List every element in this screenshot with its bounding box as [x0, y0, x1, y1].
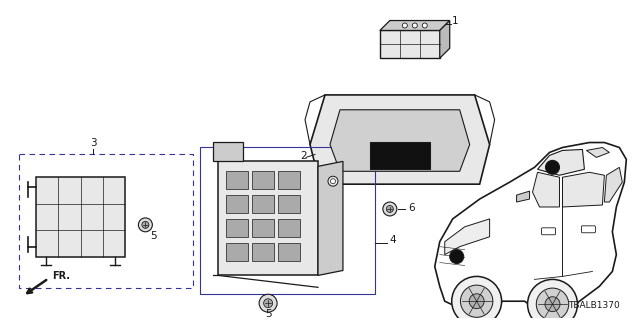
Bar [252, 243, 274, 260]
Polygon shape [586, 148, 609, 157]
Circle shape [412, 23, 417, 28]
FancyBboxPatch shape [541, 228, 556, 235]
FancyBboxPatch shape [218, 161, 318, 276]
Circle shape [460, 285, 493, 317]
Bar [252, 195, 274, 213]
Polygon shape [445, 219, 490, 255]
Bar [226, 195, 248, 213]
Polygon shape [318, 161, 343, 276]
Text: 3: 3 [90, 139, 97, 148]
FancyBboxPatch shape [36, 177, 125, 257]
Bar [278, 171, 300, 189]
Polygon shape [440, 20, 450, 58]
Polygon shape [310, 95, 490, 184]
Circle shape [450, 250, 464, 264]
Circle shape [422, 23, 428, 28]
Polygon shape [330, 110, 470, 171]
Polygon shape [563, 172, 604, 207]
Bar [226, 219, 248, 237]
Circle shape [259, 294, 277, 312]
Text: FR.: FR. [52, 271, 70, 281]
Bar [278, 219, 300, 237]
Circle shape [330, 179, 335, 184]
Text: 2: 2 [300, 151, 307, 161]
Text: TBALB1370: TBALB1370 [568, 301, 620, 310]
Circle shape [545, 297, 560, 312]
Circle shape [264, 299, 273, 308]
Bar [278, 195, 300, 213]
Bar [226, 171, 248, 189]
Text: 1: 1 [452, 17, 458, 27]
Bar [226, 243, 248, 260]
Text: 4: 4 [390, 235, 396, 245]
Circle shape [138, 218, 152, 232]
Bar [252, 219, 274, 237]
Bar [252, 171, 274, 189]
Circle shape [527, 279, 577, 320]
Circle shape [387, 205, 394, 212]
Polygon shape [532, 172, 559, 207]
Text: 6: 6 [408, 203, 415, 213]
Circle shape [142, 221, 149, 228]
Circle shape [545, 160, 559, 174]
Polygon shape [516, 191, 529, 202]
Circle shape [403, 23, 407, 28]
FancyBboxPatch shape [380, 30, 440, 58]
Circle shape [536, 288, 569, 320]
Circle shape [469, 294, 484, 309]
FancyBboxPatch shape [581, 226, 595, 233]
Polygon shape [435, 142, 627, 308]
Bar [278, 243, 300, 260]
Circle shape [452, 276, 502, 320]
Polygon shape [380, 20, 450, 30]
Text: 5: 5 [265, 309, 271, 319]
Circle shape [328, 176, 338, 186]
Polygon shape [538, 149, 584, 175]
Bar [19, 155, 193, 288]
FancyBboxPatch shape [213, 141, 243, 161]
Bar [200, 148, 375, 294]
Polygon shape [604, 167, 622, 202]
Circle shape [383, 202, 397, 216]
Text: 5: 5 [150, 231, 157, 241]
FancyBboxPatch shape [370, 141, 430, 169]
